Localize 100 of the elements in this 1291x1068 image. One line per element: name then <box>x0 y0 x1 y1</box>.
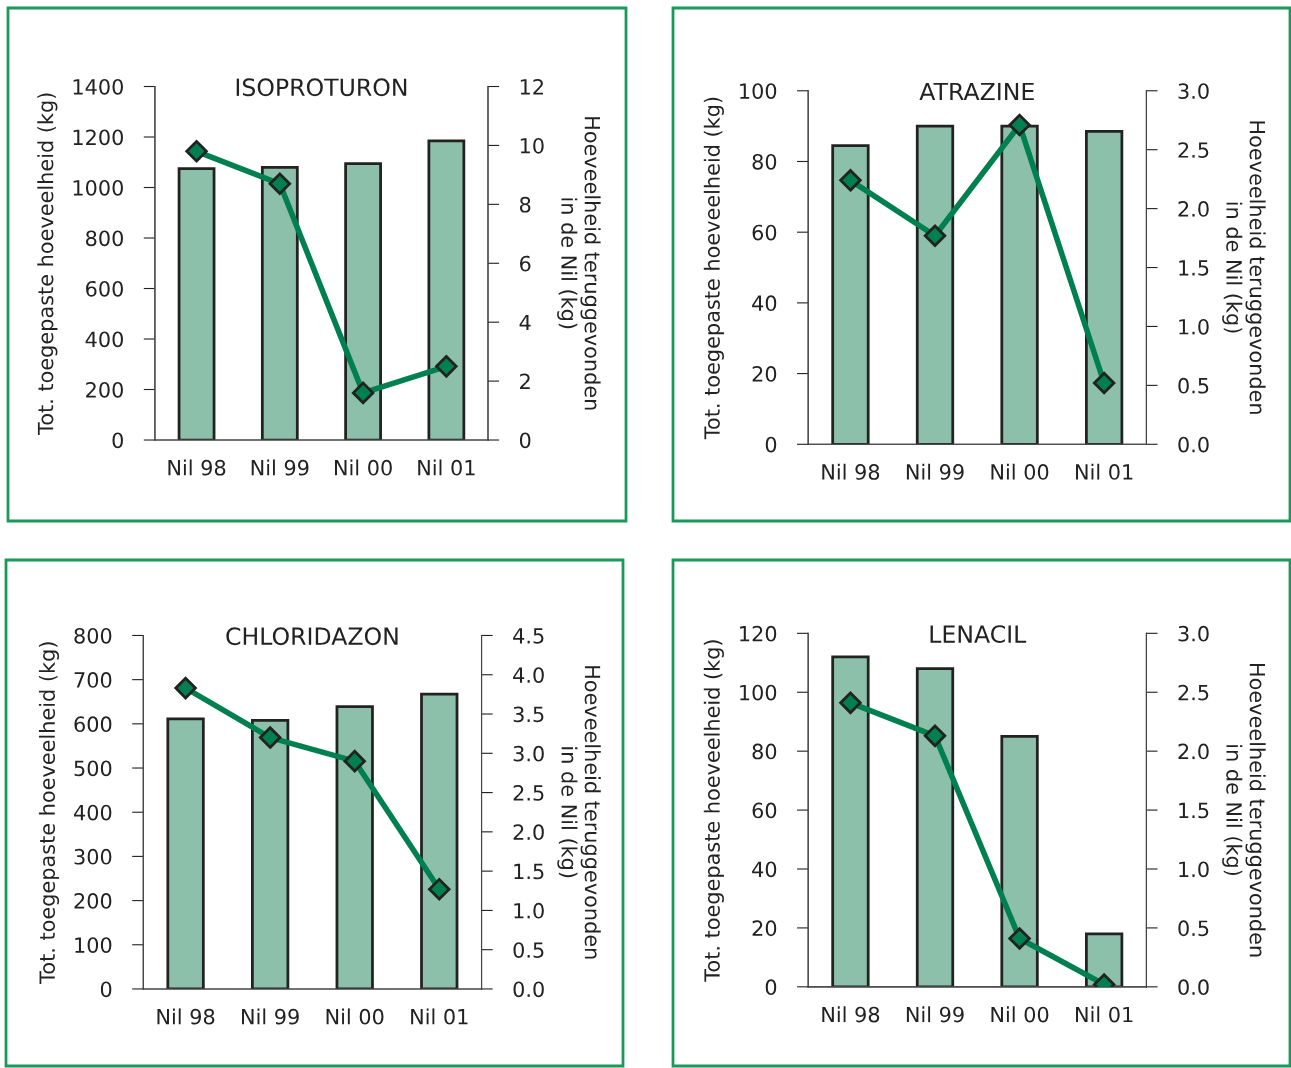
y-tick-label: 0 <box>100 981 112 998</box>
y-tick-label: 1000 <box>73 179 123 196</box>
y-tick-label: 600 <box>86 280 123 297</box>
y2-tick-label: 12 <box>520 78 543 95</box>
y2-tick-label: 3.0 <box>1178 83 1209 99</box>
x-tick-label: Nil 98 <box>822 1006 880 1023</box>
x-tick-label: Nil 98 <box>822 463 880 480</box>
y2-tick-label: 6 <box>520 255 531 272</box>
y2-axis-title: Hoeveelheid teruggevonden in de Nil (kg) <box>557 666 601 959</box>
bar <box>915 667 955 987</box>
point <box>428 877 451 901</box>
y2-tick-label: 0.5 <box>513 942 544 958</box>
x-tick-label: Nil 99 <box>906 1006 964 1023</box>
bar <box>260 165 299 441</box>
chart-title: CHLORIDAZON <box>226 627 398 646</box>
bar <box>335 705 374 989</box>
y-tick-label: 0 <box>765 436 777 453</box>
x-tick-label: Nil 99 <box>906 463 964 480</box>
chart-title: ISOPROTURON <box>236 78 407 97</box>
y2-tick-label: 4.5 <box>513 628 544 644</box>
y-tick-label: 1200 <box>73 129 123 146</box>
y2-tick-label: 4 <box>519 314 531 331</box>
y2-tick-label: 8 <box>519 196 531 213</box>
y2-tick-label: 1.5 <box>1179 260 1209 276</box>
y2-tick-label: 1.5 <box>514 863 544 880</box>
y2-tick-label: 0.0 <box>1178 979 1209 996</box>
bar <box>344 162 382 441</box>
y-tick-label: 800 <box>74 627 112 644</box>
y2-tick-label: 2.0 <box>1178 201 1209 217</box>
y2-tick-label: 3.5 <box>513 706 544 723</box>
y2-tick-label: 2.5 <box>1178 684 1209 701</box>
point <box>185 140 208 163</box>
point <box>268 172 292 195</box>
point <box>343 749 366 773</box>
y-axis-title: Tot. toegepaste hoeveelheid (kg) <box>37 93 58 435</box>
chart-title: ATRAZINE <box>919 82 1034 101</box>
y2-tick-label: 2.0 <box>513 824 544 841</box>
y2-tick-label: 4.0 <box>513 667 544 683</box>
y2-tick-label: 2.5 <box>1178 142 1209 158</box>
y-tick-label: 60 <box>752 224 777 241</box>
y-tick-label: 20 <box>752 920 777 937</box>
y2-tick-label: 0.0 <box>513 981 544 998</box>
x-tick-label: Nil 01 <box>418 459 475 476</box>
y2-tick-label: 1.0 <box>514 902 544 919</box>
y-tick-label: 100 <box>740 83 777 99</box>
y-tick-label: 80 <box>752 153 777 170</box>
y2-tick-label: 0 <box>519 432 531 449</box>
y2-axis-title: Hoeveelheid teruggevonden in de Nil (kg) <box>557 117 601 410</box>
point <box>923 224 947 247</box>
y-tick-label: 40 <box>752 861 777 878</box>
y-tick-label: 20 <box>752 366 777 382</box>
x-tick-label: Nil 01 <box>411 1008 468 1025</box>
x-tick-label: Nil 00 <box>991 1006 1049 1023</box>
y2-tick-label: 1.0 <box>1179 318 1209 335</box>
y-tick-label: 200 <box>74 893 112 909</box>
y-tick-label: 300 <box>74 848 112 865</box>
x-tick-label: Nil 99 <box>251 459 309 476</box>
bar <box>427 139 466 441</box>
y-tick-label: 400 <box>74 804 112 821</box>
y2-tick-label: 2.5 <box>513 785 544 801</box>
x-tick-label: Nil 99 <box>242 1008 299 1025</box>
y-axis-title: Tot. toegepaste hoeveelheid (kg) <box>38 642 60 984</box>
point <box>435 355 458 378</box>
y-tick-label: 0 <box>765 979 777 996</box>
y2-tick-label: 0.5 <box>1178 920 1209 937</box>
x-tick-label: Nil 98 <box>168 459 226 476</box>
y-tick-label: 1400 <box>73 78 123 95</box>
y2-tick-label: 3.0 <box>1178 625 1209 642</box>
bar <box>250 718 290 989</box>
point <box>1008 113 1031 137</box>
y2-tick-label: 3.0 <box>513 745 544 762</box>
y-tick-label: 80 <box>752 743 777 760</box>
y2-tick-label: 1.5 <box>1179 802 1209 819</box>
bar <box>177 167 216 441</box>
point <box>258 726 282 749</box>
y-tick-label: 120 <box>740 625 777 642</box>
x-tick-label: Nil 01 <box>1076 463 1133 480</box>
bar <box>166 717 205 989</box>
y-axis-title: Tot. toegepaste hoeveelheid (kg) <box>703 640 724 982</box>
y-tick-label: 100 <box>740 684 777 701</box>
x-tick-label: Nil 01 <box>1076 1006 1133 1023</box>
y-axis-title: Tot. toegepaste hoeveelheid (kg) <box>703 97 724 440</box>
y-tick-label: 700 <box>74 672 112 688</box>
y-tick-label: 600 <box>74 716 112 733</box>
bar <box>831 655 870 987</box>
y-tick-label: 500 <box>74 760 112 777</box>
y2-axis-title: Hoeveelheid teruggevonden in de Nil (kg) <box>1222 121 1266 414</box>
x-tick-label: Nil 98 <box>157 1008 215 1025</box>
y2-tick-label: 1.0 <box>1179 861 1209 878</box>
y-tick-label: 40 <box>752 295 777 312</box>
y2-tick-label: 0.5 <box>1178 377 1209 394</box>
y2-tick-label: 2 <box>520 373 530 390</box>
y-tick-label: 0 <box>112 432 123 449</box>
y2-tick-label: 0.0 <box>1178 436 1209 453</box>
bar <box>1000 735 1039 987</box>
point <box>351 381 375 405</box>
x-tick-label: Nil 00 <box>334 459 392 476</box>
x-tick-label: Nil 00 <box>326 1008 384 1025</box>
y2-tick-label: 10 <box>520 137 544 154</box>
y2-axis-title: Hoeveelheid teruggevonden in de Nil (kg) <box>1222 664 1266 957</box>
